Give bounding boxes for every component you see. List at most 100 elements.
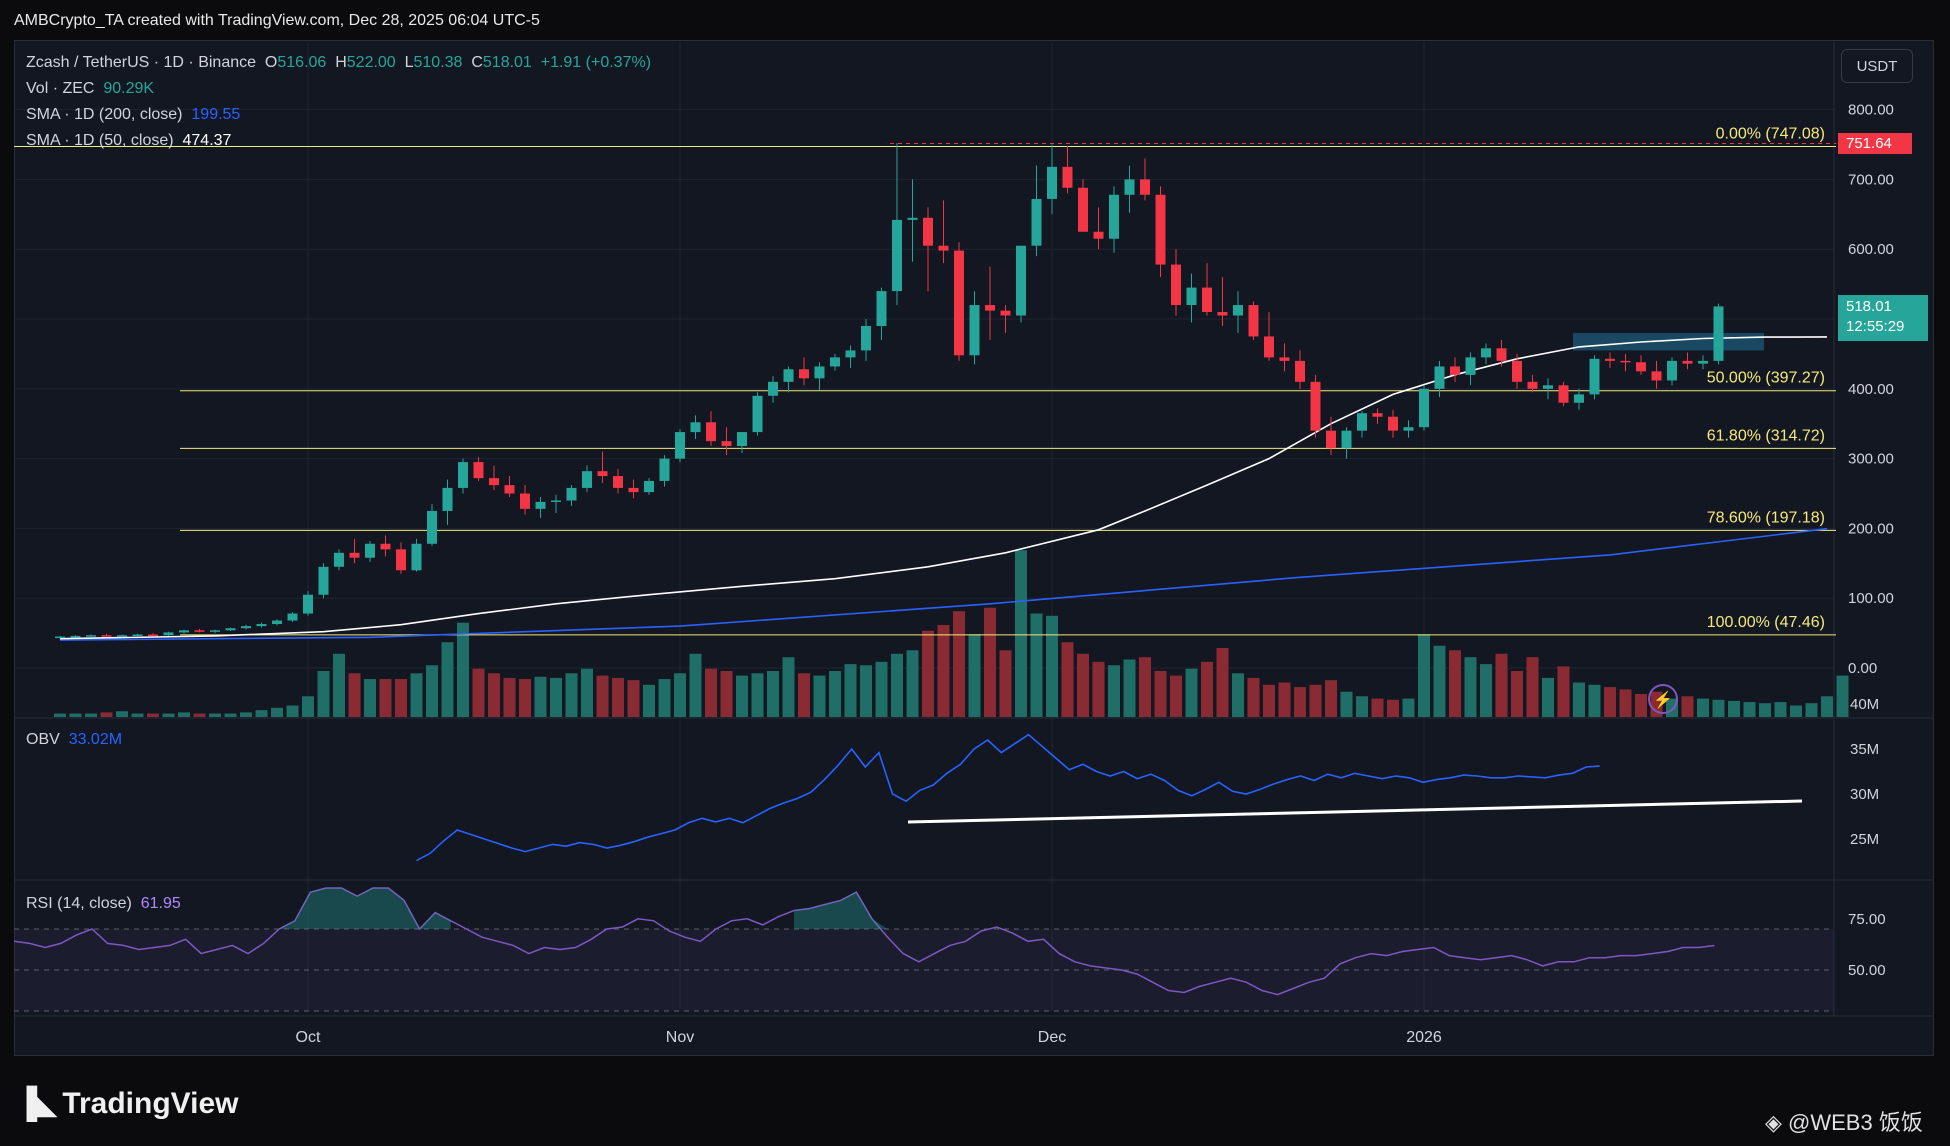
candle-body [845, 350, 856, 358]
legend-rsi[interactable]: RSI (14, close) 61.95 [26, 895, 181, 913]
volume-bar [1480, 664, 1492, 717]
candle-body [1202, 287, 1212, 313]
support-zone [1573, 332, 1764, 351]
obv-tick-label: 25M [1850, 831, 1879, 848]
sma200-line [59, 527, 1828, 641]
volume-bar [1821, 696, 1833, 717]
candle-body [1093, 231, 1104, 239]
candle-body [1605, 358, 1615, 361]
volume-bar [1216, 648, 1229, 717]
volume-bar [906, 650, 919, 717]
volume-bar [1805, 703, 1818, 717]
volume-bar [147, 713, 159, 717]
candle-body [659, 458, 670, 481]
candle-body [86, 635, 96, 637]
close-label: C [471, 54, 483, 71]
price-tick-label: 200.00 [1848, 520, 1894, 537]
time-tick-label: Nov [666, 1029, 694, 1046]
volume-bar [1185, 668, 1198, 717]
volume-bar [1232, 673, 1244, 717]
current-price-tag: 518.01 12:55:29 [1838, 295, 1928, 341]
volume-bar [1263, 684, 1275, 717]
volume-bar [348, 673, 361, 717]
candle-body [117, 635, 127, 637]
candle-body [1434, 366, 1445, 389]
symbol-label[interactable]: Zcash / TetherUS · 1D · Binance [26, 54, 257, 71]
candle-body [489, 478, 499, 486]
time-tick-label: 2026 [1406, 1029, 1442, 1046]
volume-bar [937, 625, 950, 717]
sma50-line [59, 336, 1828, 640]
candle-body [1341, 430, 1352, 449]
volume-bar [1743, 702, 1756, 717]
candle-body [1496, 348, 1507, 361]
candle-body [1698, 360, 1708, 364]
volume-bar [503, 677, 516, 717]
legend-sma200[interactable]: SMA · 1D (200, close) 199.55 [26, 106, 240, 124]
rsi-pane [13, 887, 1834, 1012]
price-axis: 800.00700.00600.00500.00400.00300.00200.… [1848, 102, 1894, 979]
volume-bar [1309, 684, 1322, 717]
price-tick-label: 300.00 [1848, 451, 1894, 468]
rsi-overbought-fill [794, 892, 904, 929]
volume-bar [1774, 702, 1787, 717]
candle-body [535, 501, 546, 509]
candle-body [349, 552, 360, 558]
legend-sma50[interactable]: SMA · 1D (50, close) 474.37 [26, 132, 231, 150]
legend-volume[interactable]: Vol · ZEC 90.29K [26, 80, 154, 98]
chart-frame[interactable] [14, 40, 1934, 1056]
candle-body [458, 462, 468, 488]
candle-body [334, 552, 344, 567]
volume-bar [565, 673, 578, 717]
volume-bar [1697, 698, 1709, 717]
volume-bar [627, 680, 640, 717]
currency-button[interactable]: USDT [1841, 49, 1913, 83]
time-tick-label: Oct [296, 1029, 321, 1046]
candle-body [148, 634, 158, 636]
volume-bar [612, 677, 624, 717]
volume-bar [1325, 680, 1337, 717]
volume-bar [767, 671, 779, 717]
volume-bar [1712, 699, 1725, 717]
candle-body [721, 441, 732, 447]
volume-bar [69, 713, 82, 717]
time-axis: Oct Nov Dec 2026 [296, 1029, 1442, 1046]
volume-bar [1108, 665, 1120, 717]
volume-bar [240, 712, 252, 717]
sma50-value: 474.37 [182, 132, 232, 149]
volume-bar [751, 673, 764, 717]
candle-body [1016, 245, 1026, 316]
tradingview-logo[interactable]: ▐◣ TradingView [16, 1086, 239, 1121]
price-tick-label: 700.00 [1848, 171, 1894, 188]
volume-bar [1077, 653, 1089, 717]
rsi-overbought-fill [263, 888, 451, 929]
candle-body [287, 613, 298, 621]
candle-body [272, 620, 282, 625]
candle-body [1574, 394, 1584, 403]
volume-bar [782, 657, 795, 717]
volume-label: Vol · ZEC [26, 80, 95, 97]
volume-bar [441, 642, 454, 717]
volume-bar [1356, 696, 1368, 717]
volume-bar [658, 679, 671, 717]
legend-obv[interactable]: OBV 33.02M [26, 731, 122, 749]
volume-bar [333, 653, 345, 717]
candle-body [814, 366, 825, 379]
volume-bar [813, 675, 826, 717]
candle-body [551, 500, 561, 502]
volume-bar [1573, 682, 1585, 717]
open-label: O [264, 54, 278, 71]
tv-logo-icon: ▐◣ [16, 1087, 56, 1120]
volume-bar [860, 665, 872, 717]
volume-bar [472, 668, 485, 717]
candle-body [1031, 198, 1042, 246]
candle-body [1078, 187, 1088, 232]
volume-bar [162, 713, 175, 717]
current-price: 518.01 [1846, 298, 1892, 315]
candle-body [442, 487, 453, 511]
lightning-icon [1648, 684, 1678, 714]
rsi-tick-label: 75.00 [1848, 911, 1886, 928]
volume-bar [1790, 705, 1802, 717]
watermark: ◈ @WEB3 饭饭 [1765, 1110, 1923, 1135]
